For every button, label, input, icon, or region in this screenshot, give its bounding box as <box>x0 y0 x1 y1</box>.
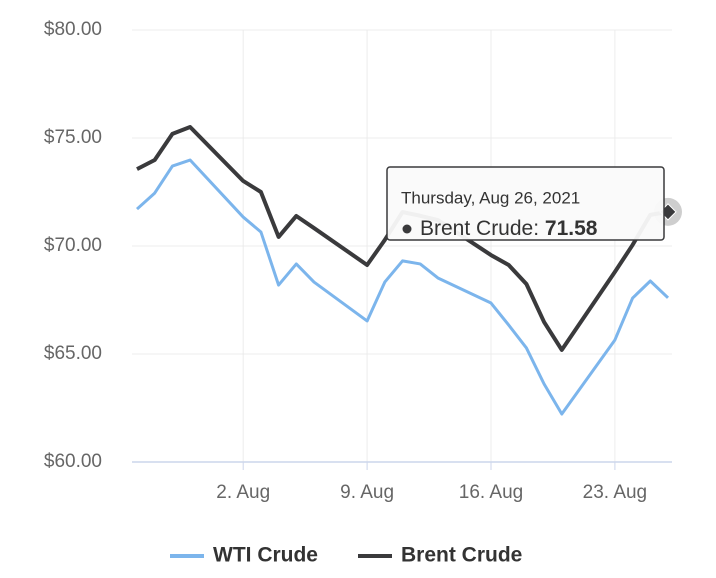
x-tick-label: 2. Aug <box>216 482 270 503</box>
series-line <box>135 158 670 416</box>
tooltip: Thursday, Aug 26, 2021 Brent Crude: 71.58 <box>386 166 665 241</box>
tooltip-text: Brent Crude: 71.58 <box>420 217 598 240</box>
legend-label: Brent Crude <box>401 544 522 567</box>
tooltip-box <box>386 166 665 241</box>
x-tick-label: 23. Aug <box>583 482 647 503</box>
y-tick-label: $65.00 <box>44 343 102 364</box>
y-tick-label: $80.00 <box>44 19 102 40</box>
y-tick-label: $60.00 <box>44 451 102 472</box>
y-tick-label: $70.00 <box>44 235 102 256</box>
x-tick-label: 9. Aug <box>340 482 394 503</box>
tooltip-date: Thursday, Aug 26, 2021 <box>401 188 580 207</box>
y-tick-label: $75.00 <box>44 127 102 148</box>
x-tick-label: 16. Aug <box>459 482 523 503</box>
legend-label: WTI Crude <box>213 544 318 567</box>
tooltip-value: 71.58 <box>545 217 598 240</box>
tooltip-label: Brent Crude: <box>420 217 539 240</box>
tooltip-dot <box>402 224 412 234</box>
